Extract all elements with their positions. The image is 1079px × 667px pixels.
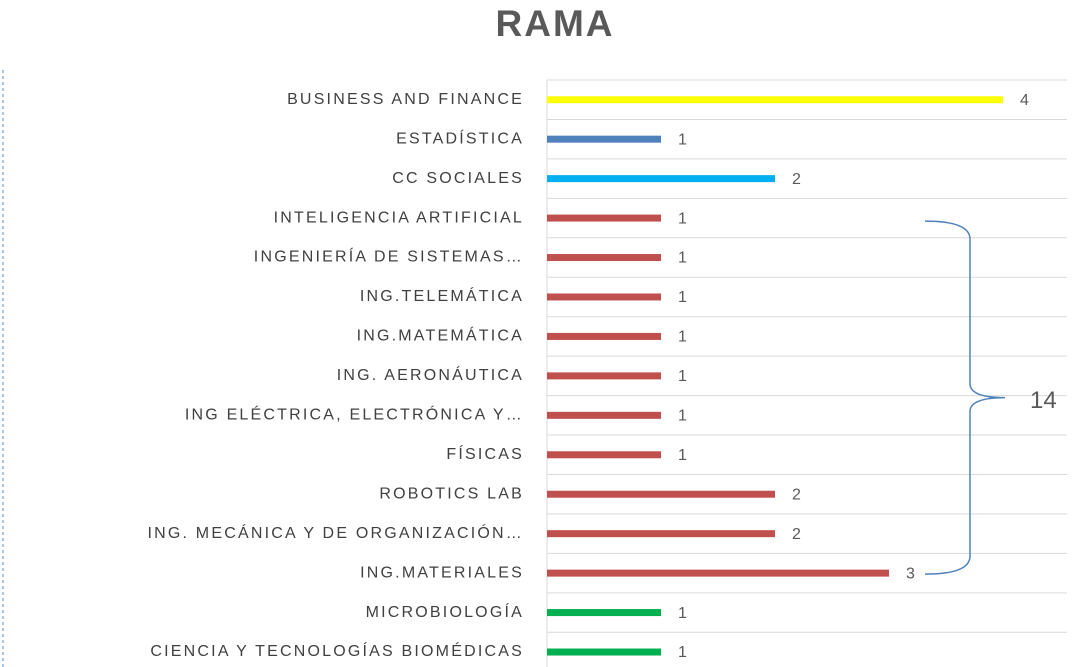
data-label: 1 (678, 210, 687, 227)
bar (547, 293, 661, 301)
bar (547, 490, 775, 498)
y-tick-label: ING.MATERIALES (360, 564, 524, 581)
data-label: 1 (678, 447, 687, 464)
bar (547, 569, 889, 577)
bar (547, 411, 661, 419)
bar (547, 609, 661, 617)
data-label: 1 (678, 605, 687, 622)
chart-title: RAMA (496, 3, 615, 44)
data-label: 1 (678, 368, 687, 385)
y-tick-label: ING. AERONÁUTICA (337, 365, 524, 384)
y-tick-label: CC SOCIALES (392, 170, 524, 187)
data-label: 2 (792, 171, 801, 188)
y-tick-label: ING.TELEMÁTICA (360, 286, 524, 305)
bar (547, 648, 661, 656)
data-label: 1 (678, 329, 687, 346)
annotation: 14 (1030, 387, 1057, 414)
y-tick-label: INGENIERÍA DE SISTEMAS… (254, 247, 524, 266)
data-label: 1 (678, 408, 687, 425)
bar (547, 332, 661, 340)
y-tick-label: BUSINESS AND FINANCE (287, 91, 524, 108)
y-tick-label: ESTADÍSTICA (396, 128, 524, 147)
y-tick-label: CIENCIA Y TECNOLOGÍAS BIOMÉDICAS (150, 641, 524, 660)
brace (924, 220, 1006, 575)
y-tick-label: ING. MECÁNICA Y DE ORGANIZACIÓN… (147, 523, 524, 542)
data-label: 4 (1020, 92, 1029, 109)
data-label: 1 (678, 644, 687, 661)
bar (547, 175, 775, 183)
data-label: 2 (792, 486, 801, 503)
bar (547, 135, 661, 143)
bar (547, 372, 661, 380)
data-label: 1 (678, 131, 687, 148)
bar (547, 451, 661, 459)
y-tick-label: ING ELÉCTRICA, ELECTRÓNICA Y… (185, 405, 524, 424)
y-tick-label: MICROBIOLOGÍA (366, 602, 524, 621)
y-tick-label: FÍSICAS (446, 444, 524, 463)
y-tick-label: INTELIGENCIA ARTIFICIAL (274, 209, 524, 226)
bar (547, 530, 775, 538)
y-tick-label: ING.MATEMÁTICA (357, 326, 524, 345)
data-label: 1 (678, 289, 687, 306)
bar (547, 254, 661, 262)
data-label: 2 (792, 526, 801, 543)
data-label: 1 (678, 250, 687, 267)
bar (547, 96, 1003, 104)
data-label: 3 (906, 565, 915, 582)
y-tick-label: ROBOTICS LAB (379, 485, 524, 502)
bar (547, 214, 661, 222)
